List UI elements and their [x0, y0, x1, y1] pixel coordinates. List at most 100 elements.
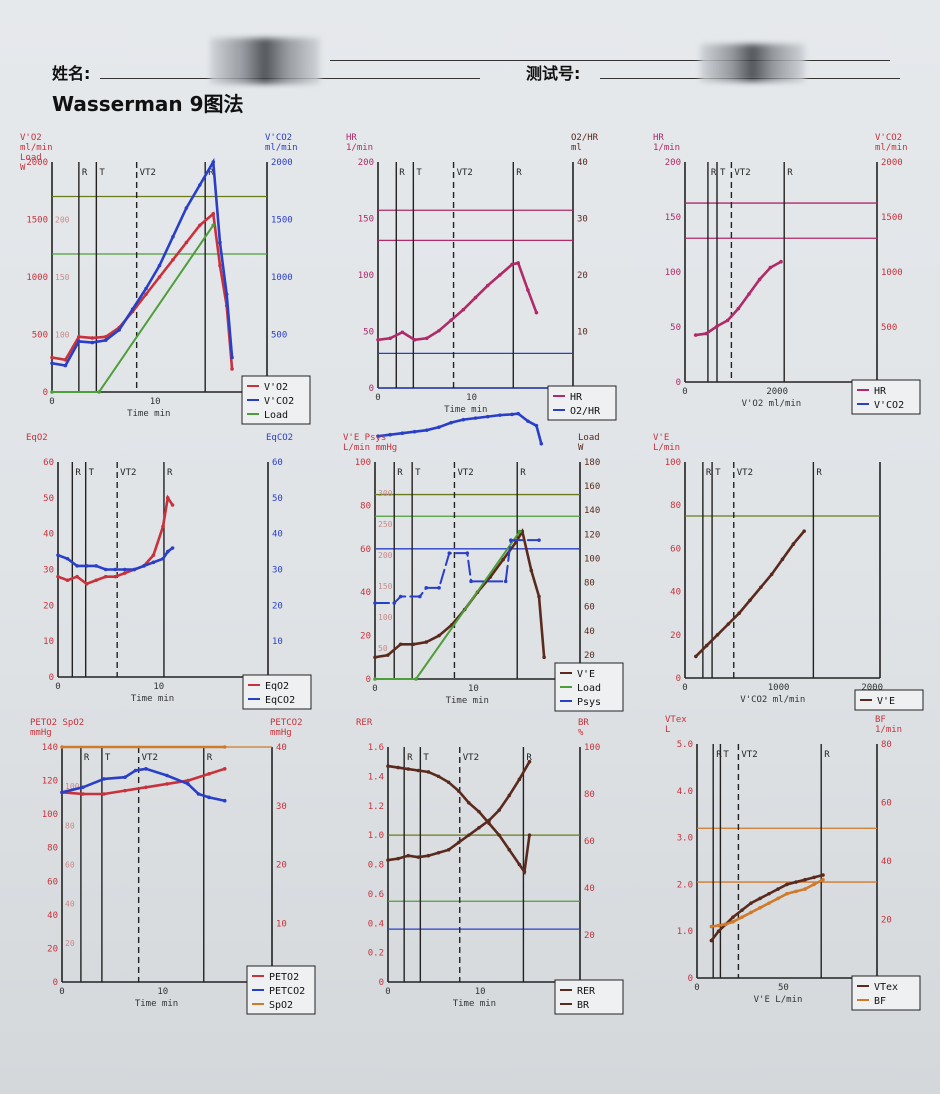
secondary-tick-label: 60	[65, 861, 75, 870]
data-point	[386, 858, 390, 862]
right-tick-label: 20	[881, 916, 892, 926]
left-axis-title: V'E Psys	[343, 433, 386, 443]
x-tick-label: 10	[157, 987, 168, 997]
data-point	[526, 288, 530, 292]
marker-label: VT2	[737, 468, 753, 478]
data-point	[400, 431, 405, 436]
data-point	[534, 310, 539, 315]
data-point	[388, 336, 392, 341]
x-tick-label: 0	[385, 987, 390, 997]
x-axis-label: V'O2 ml/min	[742, 399, 802, 409]
left-axis-title: mmHg	[30, 728, 52, 738]
marker-label: T	[415, 468, 421, 478]
marker-label: R	[706, 468, 712, 478]
secondary-tick-label: 20	[65, 939, 75, 948]
y-tick-label: 120	[42, 777, 58, 787]
data-point	[779, 259, 783, 264]
right-tick-label: 10	[577, 328, 588, 338]
marker-label: VT2	[463, 753, 479, 763]
data-point	[386, 764, 390, 768]
x-axis-label: Time min	[127, 409, 170, 419]
data-point	[715, 324, 719, 329]
y-tick-label: 150	[665, 213, 681, 223]
y-tick-label: 50	[363, 328, 374, 338]
y-tick-label: 30	[43, 566, 54, 576]
data-point	[749, 901, 753, 905]
data-point	[218, 263, 222, 268]
y-tick-label: 0	[53, 978, 58, 988]
data-point	[527, 759, 532, 764]
legend-label: BR	[577, 1000, 590, 1011]
data-point	[196, 792, 201, 796]
marker-label: VT2	[120, 468, 136, 478]
y-tick-label: 40	[47, 911, 58, 921]
left-axis-title: EqO2	[26, 433, 48, 443]
right-tick-label: 20	[577, 271, 588, 281]
marker-label: R	[207, 753, 213, 763]
x-tick-label: 0	[375, 393, 380, 403]
data-point	[144, 785, 148, 790]
data-point	[94, 578, 98, 583]
x-axis-label: Time min	[453, 999, 496, 1009]
right-tick-label: 30	[272, 566, 283, 576]
data-point	[60, 745, 64, 749]
data-point	[534, 423, 539, 428]
right-axis-title: %	[578, 728, 584, 738]
data-point	[539, 441, 544, 446]
data-point	[446, 780, 451, 785]
data-point	[520, 529, 525, 534]
data-point	[791, 542, 796, 546]
data-point	[424, 336, 429, 341]
data-point	[94, 564, 98, 568]
secondary-tick-label: 200	[378, 551, 393, 560]
series-line	[50, 157, 234, 367]
x-tick-label: 10	[153, 682, 164, 692]
y-tick-label: 0.2	[368, 949, 384, 959]
y-tick-label: 0	[688, 974, 693, 984]
data-point	[60, 790, 64, 795]
y-tick-label: 2000	[26, 158, 48, 168]
right-tick-label: 10	[276, 919, 287, 929]
data-point	[467, 801, 471, 805]
legend-label: HR	[570, 392, 583, 403]
y-tick-label: 60	[43, 458, 54, 468]
right-tick-label: 20	[584, 651, 595, 661]
right-tick-label: 40	[584, 884, 595, 894]
x-tick-label: 2000	[766, 387, 788, 397]
data-point	[767, 901, 771, 905]
data-point	[113, 574, 118, 579]
marker-label: VT2	[142, 753, 158, 763]
data-point	[487, 821, 491, 826]
y-tick-label: 20	[360, 632, 371, 642]
left-axis-title: L/min	[653, 443, 680, 453]
secondary-tick-label: 300	[378, 489, 393, 498]
data-point	[406, 853, 411, 858]
right-tick-label: 500	[881, 323, 897, 333]
y-tick-label: 60	[360, 545, 371, 555]
data-point	[709, 924, 714, 929]
data-point	[510, 262, 514, 267]
chart-panel-4: RTVT2R102030405060010203040506001020Time…	[26, 433, 312, 710]
marker-label: T	[416, 168, 422, 178]
right-tick-label: 180	[584, 458, 600, 468]
data-point	[794, 889, 798, 894]
left-axis-title: 1/min	[653, 143, 680, 153]
data-point	[785, 882, 789, 887]
data-point	[749, 910, 753, 915]
data-point	[715, 633, 720, 637]
y-tick-label: 3.0	[677, 834, 693, 844]
marker-label: T	[715, 468, 721, 478]
right-axis-title: V'CO2	[875, 133, 902, 143]
data-point	[803, 877, 807, 882]
x-tick-label: 10	[468, 684, 479, 694]
right-tick-label: 50	[272, 494, 283, 504]
left-axis-title: Load	[20, 153, 42, 163]
y-tick-label: 200	[665, 158, 681, 168]
right-tick-label: 20	[276, 861, 287, 871]
x-axis-label: Time min	[446, 696, 489, 706]
data-point	[56, 574, 60, 579]
data-point	[84, 582, 89, 586]
data-point	[123, 571, 127, 575]
